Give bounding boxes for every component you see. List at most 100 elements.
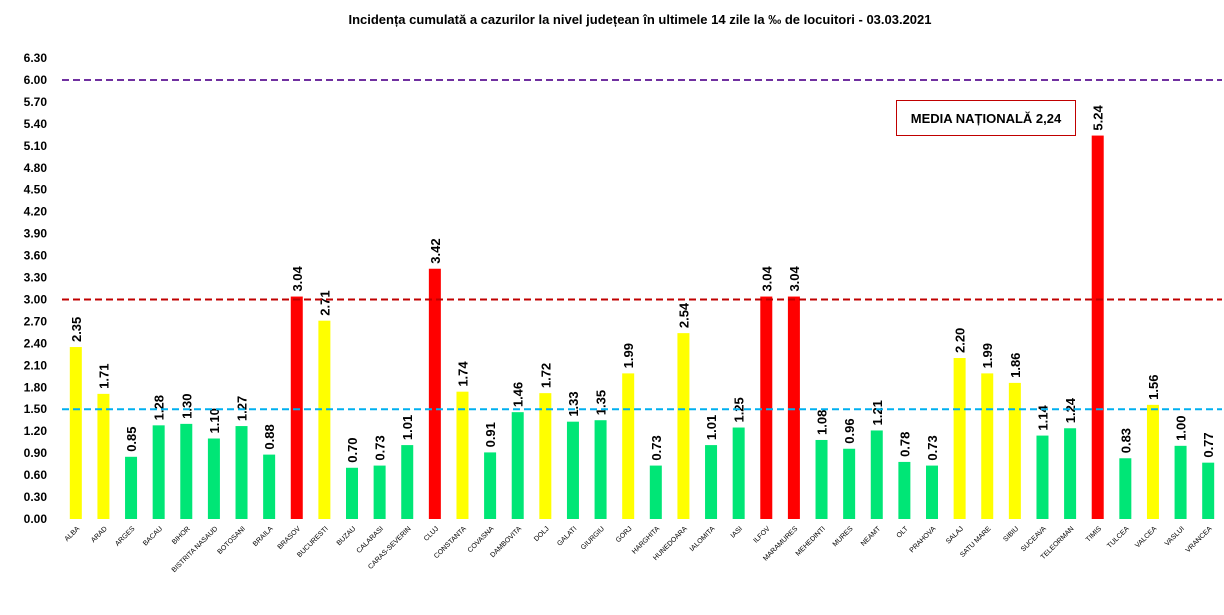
x-tick-label: VALCEA bbox=[1134, 525, 1158, 549]
x-tick-label: BRASOV bbox=[277, 525, 303, 551]
data-label: 1.24 bbox=[1063, 397, 1078, 423]
bar bbox=[1064, 428, 1077, 519]
data-label: 0.96 bbox=[842, 418, 857, 443]
bar bbox=[539, 393, 552, 519]
x-tick-label: IASI bbox=[730, 525, 744, 539]
x-tick-label: HARGHITA bbox=[631, 525, 661, 555]
data-label: 3.04 bbox=[759, 265, 774, 291]
data-label: 1.28 bbox=[152, 395, 167, 420]
x-tick-label: BUZAU bbox=[336, 525, 358, 547]
bar bbox=[428, 268, 441, 519]
y-tick-label: 4.50 bbox=[24, 183, 48, 197]
bar bbox=[69, 347, 82, 519]
bar bbox=[511, 412, 524, 519]
x-tick-label: CLUJ bbox=[423, 525, 440, 542]
bar bbox=[787, 296, 800, 519]
y-tick-label: 3.00 bbox=[24, 292, 48, 306]
y-tick-label: 5.70 bbox=[24, 95, 48, 109]
data-label: 0.78 bbox=[897, 432, 912, 457]
bar bbox=[815, 439, 828, 519]
data-label: 1.01 bbox=[400, 415, 415, 440]
bar bbox=[401, 445, 414, 519]
bar bbox=[705, 445, 718, 519]
x-tick-label: ARAD bbox=[90, 525, 109, 544]
bar bbox=[926, 465, 938, 519]
x-tick-label: COVASNA bbox=[467, 525, 496, 554]
y-tick-label: 0.30 bbox=[24, 490, 48, 504]
bar bbox=[566, 421, 579, 519]
data-label: 1.35 bbox=[594, 390, 609, 415]
bar bbox=[953, 358, 966, 519]
chart-title: Incidența cumulată a cazurilor la nivel … bbox=[348, 12, 932, 27]
data-label: 1.10 bbox=[207, 408, 222, 433]
x-tick-label: NEAMT bbox=[860, 525, 883, 548]
y-tick-label: 6.00 bbox=[24, 73, 48, 87]
data-label: 1.33 bbox=[566, 391, 581, 416]
data-label: 1.08 bbox=[815, 410, 830, 435]
y-tick-label: 1.50 bbox=[24, 402, 48, 416]
data-label: 0.73 bbox=[649, 435, 664, 460]
data-label: 1.21 bbox=[870, 400, 885, 425]
bar bbox=[318, 320, 331, 519]
y-tick-label: 0.00 bbox=[24, 512, 48, 526]
bar bbox=[1008, 382, 1021, 519]
bar bbox=[1036, 435, 1049, 519]
y-tick-label: 3.90 bbox=[24, 227, 48, 241]
x-tick-label: PRAHOVA bbox=[909, 525, 938, 554]
data-label: 0.85 bbox=[124, 426, 139, 451]
y-tick-label: 3.60 bbox=[24, 249, 48, 263]
bar bbox=[677, 333, 690, 519]
bar bbox=[1146, 404, 1159, 519]
x-tick-label: BRAILA bbox=[252, 525, 275, 548]
y-tick-label: 4.80 bbox=[24, 161, 48, 175]
x-tick-label: IALOMITA bbox=[689, 525, 717, 553]
x-tick-label: ILFOV bbox=[752, 525, 771, 544]
bar bbox=[981, 373, 994, 519]
y-tick-label: 5.40 bbox=[24, 117, 48, 131]
y-tick-label: 6.30 bbox=[24, 51, 48, 65]
data-label: 1.01 bbox=[704, 415, 719, 440]
data-label: 5.24 bbox=[1091, 104, 1106, 130]
bar bbox=[97, 393, 110, 519]
y-tick-label: 4.20 bbox=[24, 205, 48, 219]
bar bbox=[594, 420, 607, 519]
data-label: 0.73 bbox=[925, 435, 940, 460]
x-tick-label: TULCEA bbox=[1106, 525, 1131, 550]
bar bbox=[125, 456, 138, 519]
data-label: 1.74 bbox=[455, 361, 470, 387]
y-tick-label: 3.30 bbox=[24, 271, 48, 285]
national-average-annotation: MEDIA NAȚIONALĂ 2,24 bbox=[896, 100, 1076, 136]
x-tick-label: TIMIS bbox=[1085, 525, 1103, 543]
data-label: 0.88 bbox=[262, 424, 277, 449]
x-tick-label: ARGES bbox=[114, 525, 137, 548]
bar bbox=[622, 373, 635, 519]
data-label: 3.04 bbox=[290, 265, 305, 291]
y-tick-label: 2.10 bbox=[24, 358, 48, 372]
bar bbox=[732, 427, 745, 519]
x-tick-label: MURES bbox=[832, 525, 855, 548]
data-label: 1.86 bbox=[1008, 353, 1023, 378]
bar bbox=[484, 452, 497, 519]
x-tick-label: BACAU bbox=[142, 525, 164, 547]
bar bbox=[1202, 462, 1215, 519]
x-tick-label: OLT bbox=[896, 525, 911, 540]
x-tick-label: CALARASI bbox=[356, 525, 385, 554]
y-tick-label: 0.60 bbox=[24, 468, 48, 482]
x-tick-label: VASLUI bbox=[1164, 525, 1186, 547]
x-tick-label: VRANCEA bbox=[1185, 525, 1214, 554]
x-tick-label: GORJ bbox=[615, 525, 634, 544]
bar bbox=[235, 426, 248, 519]
data-label: 1.46 bbox=[511, 382, 526, 407]
data-label: 0.83 bbox=[1118, 428, 1133, 453]
x-tick-label: BIHOR bbox=[171, 525, 192, 546]
y-tick-label: 0.90 bbox=[24, 446, 48, 460]
y-tick-label: 5.10 bbox=[24, 139, 48, 153]
data-label: 0.73 bbox=[373, 435, 388, 460]
x-tick-label: MEHEDINTI bbox=[795, 525, 827, 557]
x-tick-label: DOLJ bbox=[533, 525, 551, 543]
y-tick-label: 2.70 bbox=[24, 314, 48, 328]
data-label: 1.56 bbox=[1146, 375, 1161, 400]
bar bbox=[898, 461, 911, 519]
bar bbox=[649, 465, 662, 519]
